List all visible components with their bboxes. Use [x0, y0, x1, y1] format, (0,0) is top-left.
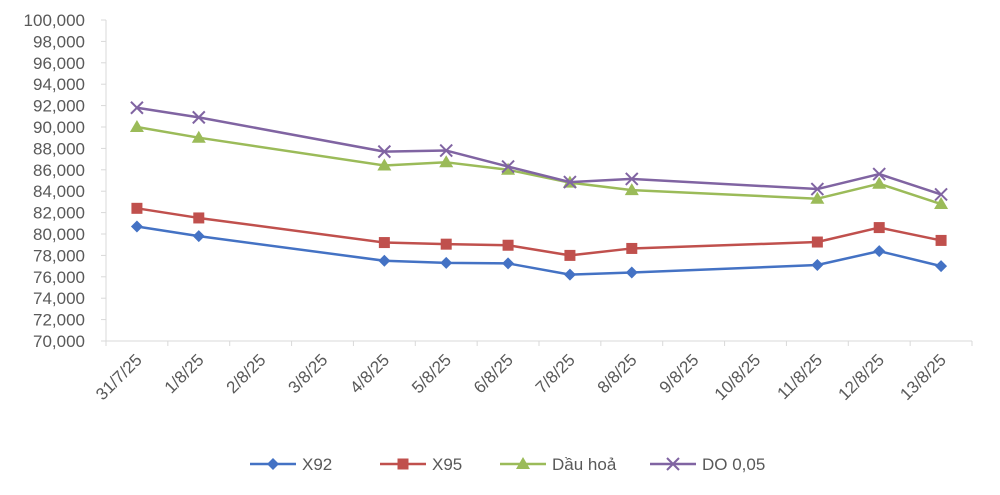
data-point	[191, 130, 206, 143]
data-point	[626, 242, 638, 254]
data-point	[377, 158, 392, 171]
data-point	[625, 266, 638, 279]
data-point	[378, 254, 391, 267]
data-point	[397, 458, 409, 470]
legend-item: DO 0,05	[650, 455, 765, 474]
data-point	[934, 187, 948, 202]
series-line	[136, 207, 942, 257]
data-point	[624, 183, 639, 196]
data-point	[935, 234, 947, 246]
x-tick-label: 8/8/25	[594, 350, 641, 397]
legend: X92 X95 Dầu hoả DO 0,05	[250, 455, 765, 474]
legend-item: X95	[380, 455, 462, 474]
data-point	[131, 202, 143, 214]
data-point	[873, 222, 885, 234]
x-tick-label: 11/8/25	[774, 350, 827, 403]
x-tick-label: 6/8/25	[470, 350, 517, 397]
data-point	[872, 167, 886, 181]
legend-label: DO 0,05	[702, 455, 765, 474]
series-x92	[130, 220, 948, 281]
data-point	[439, 143, 453, 158]
legend-label: Dầu hoả	[552, 455, 617, 474]
data-point	[501, 159, 515, 174]
data-point	[935, 260, 948, 273]
series-line	[136, 106, 942, 196]
data-point	[501, 162, 516, 175]
y-tick-label: 100,000	[24, 11, 85, 30]
x-tick-label: 9/8/25	[656, 350, 703, 397]
data-point	[440, 256, 453, 269]
legend-label: X92	[302, 455, 332, 474]
data-point	[666, 457, 680, 471]
data-point	[502, 257, 515, 270]
data-point	[130, 101, 144, 115]
data-point	[563, 175, 577, 189]
data-point	[810, 191, 825, 204]
x-tick-label: 4/8/25	[346, 350, 393, 397]
y-tick-label: 92,000	[33, 97, 85, 116]
axes: 70,000 72,000 74,000 76,000 78,000 80,000 82,0…	[24, 11, 973, 404]
y-tick-label: 70,000	[33, 332, 85, 351]
y-tick-label: 90,000	[33, 118, 85, 137]
y-tick-label: 82,000	[33, 204, 85, 223]
legend-label: X95	[432, 455, 462, 474]
data-point	[129, 120, 144, 132]
series-layer	[129, 101, 949, 281]
data-point	[192, 230, 205, 243]
data-point	[440, 238, 452, 250]
x-tick-label: 1/8/25	[161, 350, 208, 397]
data-point	[810, 182, 825, 196]
y-tick-label: 84,000	[33, 182, 85, 201]
series-line	[136, 225, 942, 276]
data-point	[130, 220, 143, 233]
data-point	[625, 172, 639, 186]
data-point	[516, 457, 530, 469]
series-d-u-ho-	[129, 120, 949, 210]
data-point	[378, 237, 390, 249]
data-point	[192, 110, 206, 125]
x-tick-label: 7/8/25	[532, 350, 579, 397]
data-point	[267, 458, 279, 470]
y-tick-label: 98,000	[33, 32, 85, 51]
x-tick-label: 13/8/25	[896, 350, 950, 404]
data-point	[377, 144, 392, 159]
series-do-0-05	[130, 101, 948, 202]
series-line	[136, 125, 942, 206]
data-point	[811, 259, 824, 272]
data-point	[502, 239, 514, 251]
y-tick-label: 78,000	[33, 246, 85, 265]
y-tick-label: 76,000	[33, 268, 85, 287]
x-tick-label: 3/8/25	[284, 350, 331, 397]
x-tick-label: 10/8/25	[711, 350, 765, 404]
y-tick-label: 80,000	[33, 225, 85, 244]
legend-item: Dầu hoả	[500, 455, 617, 474]
y-tick-label: 74,000	[33, 289, 85, 308]
data-point	[873, 245, 886, 258]
y-tick-label: 88,000	[33, 139, 85, 158]
y-tick-label: 94,000	[33, 75, 85, 94]
data-point	[872, 176, 887, 189]
data-point	[563, 268, 576, 281]
legend-item: X92	[250, 455, 332, 474]
y-tick-label: 72,000	[33, 311, 85, 330]
data-point	[934, 197, 949, 210]
x-tick-label: 12/8/25	[834, 350, 888, 404]
data-point	[564, 249, 576, 261]
y-tick-label: 96,000	[33, 54, 85, 73]
x-tick-label: 5/8/25	[408, 350, 455, 397]
data-point	[193, 212, 205, 224]
x-tick-label: 2/8/25	[223, 350, 270, 397]
data-point	[811, 236, 823, 248]
x-tick-label: 31/7/25	[92, 350, 146, 404]
data-point	[439, 155, 454, 168]
y-tick-label: 86,000	[33, 161, 85, 180]
series-x95	[131, 202, 947, 261]
